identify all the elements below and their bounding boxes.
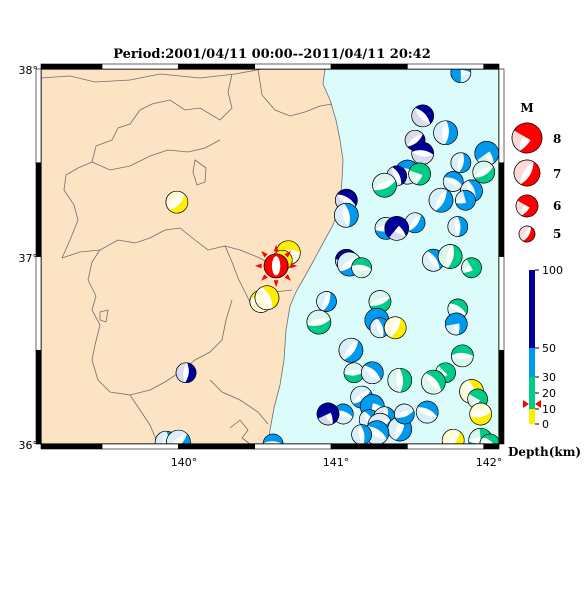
event-beachball — [428, 187, 454, 213]
magnitude-label-7: 7 — [553, 167, 561, 181]
event-beachball — [394, 403, 415, 425]
depth-label-50: 50 — [542, 342, 556, 355]
map-frame — [35, 63, 505, 450]
event-beachball — [351, 424, 372, 444]
event-beachball — [472, 160, 496, 184]
event-beachball — [474, 141, 499, 166]
mainshock-arrow — [261, 274, 268, 281]
event-beachball — [360, 361, 384, 385]
event-beachball — [334, 202, 359, 228]
map-title: Period:2001/04/11 00:00--2011/04/11 20:4… — [113, 47, 431, 62]
event-beachball — [306, 309, 332, 335]
magnitude-legend: M 8 7 6 5 — [511, 101, 561, 243]
event-beachball — [411, 104, 434, 128]
depth-bar-mid — [529, 377, 535, 409]
magnitude-legend-beachball — [513, 159, 541, 187]
event-beachball — [441, 428, 465, 444]
magnitude-legend-beachball — [511, 122, 543, 154]
event-beachball — [437, 244, 463, 269]
mainshock-arrow — [273, 244, 279, 252]
event-beachball — [338, 337, 364, 363]
lon-label-142: 142° — [476, 456, 503, 469]
event-beachball — [433, 120, 458, 146]
mainshock-arrow — [284, 251, 291, 258]
depth-marker-arrows — [523, 400, 541, 408]
event-beachball — [461, 257, 482, 279]
depth-label-100: 100 — [542, 264, 563, 277]
mainshock-arrow — [273, 280, 279, 288]
event-beachball — [421, 369, 446, 395]
lat-labels: 38° 37° 36° — [19, 64, 39, 452]
event-beachball — [369, 317, 391, 339]
depth-legend: 100 50 30 20 10 0 Depth(km) — [508, 264, 581, 459]
depth-bar-ticks — [535, 269, 539, 425]
event-beachball — [444, 312, 468, 336]
event-beachball — [383, 316, 407, 340]
focal-mechanism-events — [154, 69, 499, 444]
event-beachball — [455, 189, 476, 211]
lon-label-141: 141° — [323, 456, 350, 469]
depth-bar-deep — [529, 348, 535, 377]
depth-label-20: 20 — [542, 387, 556, 400]
event-beachball — [316, 402, 340, 426]
event-beachball — [254, 285, 280, 311]
event-beachball — [384, 216, 410, 241]
event-beachball — [404, 212, 426, 234]
mainshock-arrow — [290, 263, 298, 269]
event-beachball — [372, 172, 397, 198]
lon-labels: 140° 141° 142° — [171, 456, 503, 469]
event-beachball — [166, 429, 191, 444]
lon-label-140: 140° — [171, 456, 198, 469]
event-beachball — [415, 400, 439, 424]
magnitude-label-6: 6 — [553, 199, 561, 213]
mainshock-marker — [254, 244, 298, 288]
depth-legend-title: Depth(km) — [508, 445, 581, 459]
depth-bar-shallow — [529, 409, 535, 424]
mainshock-arrow — [284, 274, 291, 281]
event-beachball — [451, 344, 474, 368]
depth-bar-deepest — [529, 270, 535, 348]
event-beachball — [175, 362, 197, 384]
depth-label-0: 0 — [542, 418, 549, 431]
land — [41, 69, 344, 444]
event-beachball — [450, 69, 472, 84]
event-beachball — [387, 367, 413, 393]
mainshock-beachball — [263, 253, 289, 279]
magnitude-legend-title: M — [520, 101, 533, 115]
magnitude-legend-icons — [511, 122, 543, 243]
lat-label-38: 38° — [19, 64, 39, 77]
event-beachball — [469, 402, 492, 426]
magnitude-label-5: 5 — [553, 227, 561, 241]
magnitude-label-8: 8 — [553, 132, 561, 146]
mainshock-arrow — [261, 251, 268, 258]
magnitude-legend-beachball — [518, 225, 536, 243]
depth-label-10: 10 — [542, 403, 556, 416]
lat-label-37: 37° — [19, 252, 39, 265]
event-beachball — [351, 257, 372, 279]
event-beachball — [450, 152, 472, 174]
event-beachball — [343, 362, 365, 384]
lat-label-36: 36° — [19, 439, 39, 452]
event-beachball — [447, 216, 469, 237]
event-beachball — [316, 291, 337, 312]
map-area — [41, 69, 499, 444]
magnitude-legend-beachball — [515, 194, 539, 218]
event-beachball — [165, 190, 189, 214]
event-beachball — [479, 433, 499, 444]
depth-label-30: 30 — [542, 371, 556, 384]
event-beachball — [408, 162, 431, 186]
mainshock-arrow — [254, 263, 262, 269]
prefecture-boundaries — [41, 69, 333, 444]
